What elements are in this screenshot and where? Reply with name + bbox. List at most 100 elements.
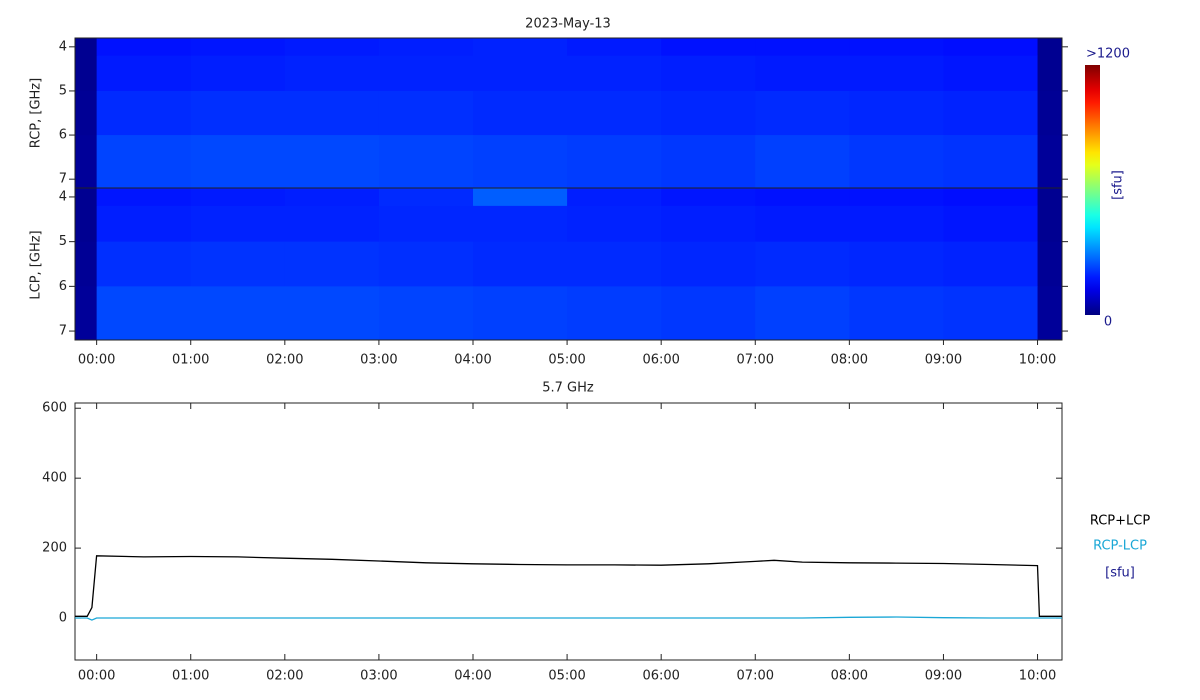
heat-cell xyxy=(567,188,662,207)
colorbar-tick-label: >1200 xyxy=(1086,47,1130,62)
heat-cell xyxy=(284,55,380,92)
heat-cell xyxy=(378,188,474,207)
x-tick-label: 08:00 xyxy=(831,669,868,684)
x-tick-label: 06:00 xyxy=(642,353,679,368)
heat-cell xyxy=(661,55,756,92)
y-axis-label: RCP, [GHz] xyxy=(29,78,44,148)
heat-cell xyxy=(1037,188,1063,207)
heat-cell xyxy=(96,241,192,287)
heat-cell xyxy=(661,135,756,189)
heat-cell xyxy=(661,241,756,287)
colorbar-tick-label: 0 xyxy=(1104,315,1112,330)
heat-cell xyxy=(943,205,1039,243)
heat-cell xyxy=(755,188,850,207)
heat-cell xyxy=(472,55,568,92)
heat-cell xyxy=(849,38,944,57)
x-tick-label: 03:00 xyxy=(360,669,397,684)
y-tick-label: 6 xyxy=(59,128,67,143)
heat-cell xyxy=(755,38,850,57)
x-tick-label: 09:00 xyxy=(925,669,962,684)
heat-cell xyxy=(849,188,944,207)
series-line xyxy=(75,555,1062,617)
heat-cell xyxy=(378,90,474,136)
heat-cell xyxy=(943,135,1039,189)
plot-frame xyxy=(74,187,1063,341)
heat-cell xyxy=(472,188,568,207)
heat-cell xyxy=(849,135,944,189)
heat-cell xyxy=(75,286,98,341)
heat-cell xyxy=(567,286,662,341)
heat-cell xyxy=(849,241,944,287)
heat-cell xyxy=(472,205,568,243)
heat-cell xyxy=(284,205,380,243)
heat-cell xyxy=(378,135,474,189)
colorbar xyxy=(1085,65,1100,315)
heat-cell xyxy=(755,135,850,189)
heat-cell xyxy=(1037,241,1063,287)
heat-cell xyxy=(755,205,850,243)
heat-cell xyxy=(1037,205,1063,243)
y-tick-label: 4 xyxy=(59,39,67,54)
heat-cell xyxy=(75,241,98,287)
heat-cell xyxy=(472,38,568,57)
heat-cell xyxy=(75,188,98,207)
heat-cell xyxy=(943,55,1039,92)
heat-cell xyxy=(284,38,380,57)
x-tick-label: 04:00 xyxy=(454,669,491,684)
heat-cell xyxy=(96,188,192,207)
heat-cell xyxy=(567,90,662,136)
heat-cell xyxy=(284,135,380,189)
heat-cell xyxy=(284,188,380,207)
heat-cell xyxy=(472,90,568,136)
heat-cell xyxy=(190,241,286,287)
heat-cell xyxy=(567,205,662,243)
heat-cell xyxy=(661,90,756,136)
legend-label: RCP+LCP xyxy=(1090,514,1151,529)
series-line xyxy=(75,616,1062,621)
heat-cell xyxy=(284,90,380,136)
x-tick-label: 05:00 xyxy=(548,353,585,368)
heat-cell xyxy=(190,55,286,92)
y-tick-label: 200 xyxy=(42,541,67,556)
heat-cell xyxy=(849,205,944,243)
legend-label: RCP-LCP xyxy=(1093,539,1147,554)
y-tick-label: 6 xyxy=(59,279,67,294)
heat-cell xyxy=(75,90,98,136)
unit-label: [sfu] xyxy=(1105,566,1135,581)
heat-cell xyxy=(567,241,662,287)
heat-cell xyxy=(755,241,850,287)
x-tick-label: 02:00 xyxy=(266,353,303,368)
heat-cell xyxy=(190,90,286,136)
x-tick-label: 01:00 xyxy=(172,669,209,684)
y-tick-label: 5 xyxy=(59,83,67,98)
heat-cell xyxy=(378,286,474,341)
heat-cell xyxy=(190,205,286,243)
x-tick-label: 10:00 xyxy=(1019,669,1056,684)
heat-cell xyxy=(284,286,380,341)
heat-cell xyxy=(378,38,474,57)
heat-cell xyxy=(661,38,756,57)
heat-cell xyxy=(755,286,850,341)
heat-cell xyxy=(75,38,98,57)
colorbar-label: [sfu] xyxy=(1111,170,1126,200)
heat-cell xyxy=(378,205,474,243)
plot-frame xyxy=(74,402,1063,661)
heat-cell xyxy=(96,38,192,57)
heat-cell xyxy=(472,135,568,189)
y-tick-label: 400 xyxy=(42,471,67,486)
y-tick-label: 7 xyxy=(59,324,67,339)
heat-cell xyxy=(1037,135,1063,189)
heat-cell xyxy=(75,135,98,189)
heat-cell xyxy=(284,241,380,287)
heat-cell xyxy=(943,90,1039,136)
heat-cell xyxy=(943,286,1039,341)
heat-cell xyxy=(1037,286,1063,341)
y-tick-label: 7 xyxy=(59,172,67,187)
heat-cell xyxy=(472,286,568,341)
heat-cell xyxy=(472,241,568,287)
x-tick-label: 07:00 xyxy=(737,353,774,368)
heat-cell xyxy=(567,135,662,189)
y-tick-label: 4 xyxy=(59,189,67,204)
heat-cell xyxy=(661,286,756,341)
